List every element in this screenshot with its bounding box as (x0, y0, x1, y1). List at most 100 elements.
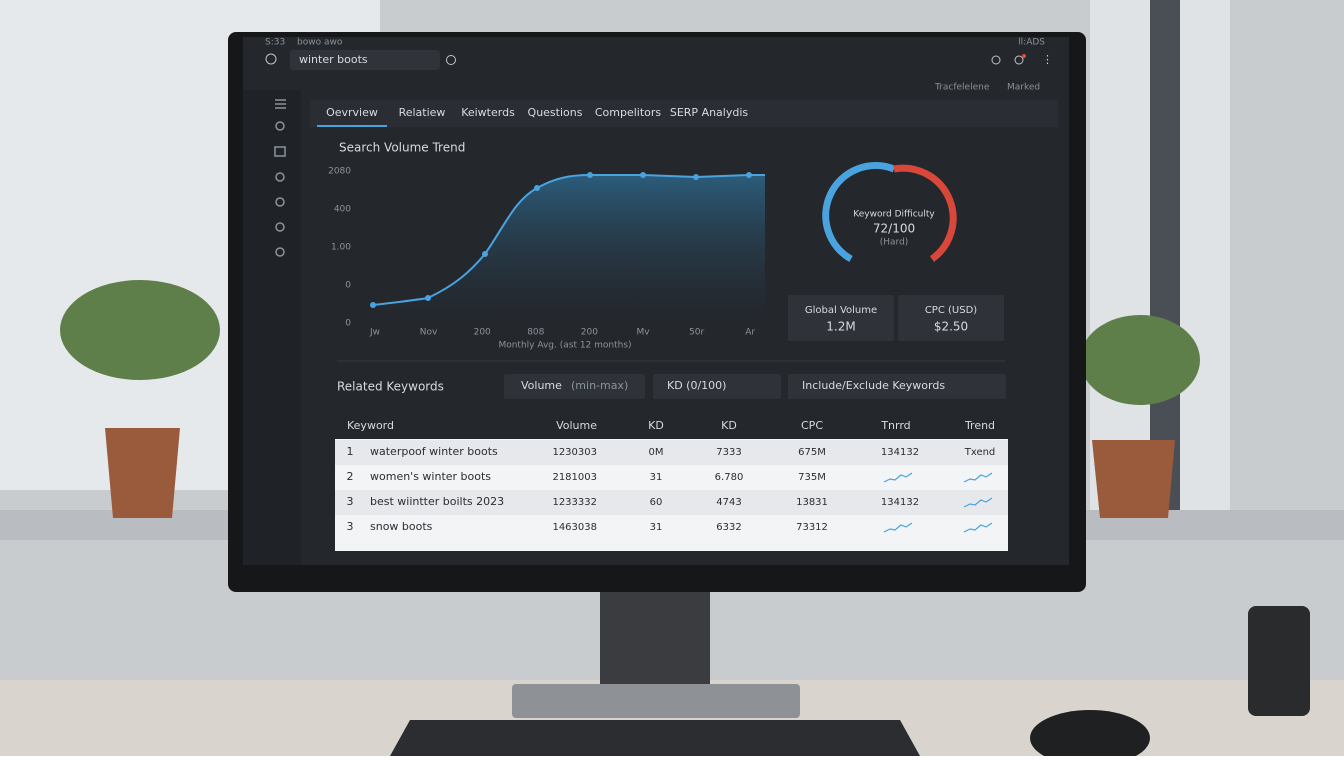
status-time: S:33 (265, 38, 285, 48)
toolbar-right[interactable]: Marked (1007, 83, 1040, 93)
tab[interactable]: SERP Analydis (670, 106, 749, 119)
row-band (335, 440, 1008, 465)
metric-label: CPC (USD) (925, 305, 977, 316)
sparkline (963, 522, 993, 533)
y-label: 0 (345, 319, 351, 329)
stand-base (512, 684, 800, 718)
column-header: Trend (964, 419, 995, 432)
cell: 6332 (716, 522, 741, 533)
chart-title: Search Volume Trend (339, 141, 465, 155)
tabs: Oevrview Relatiew Keiwterds Questions Compel… (326, 106, 748, 119)
y-label: 1.00 (331, 243, 351, 253)
notification-icon[interactable] (1014, 55, 1024, 65)
cell: 1230303 (552, 447, 597, 458)
gauge-score: 72/100 (873, 222, 915, 236)
cell: 4743 (716, 497, 741, 508)
sparkline (883, 472, 913, 483)
y-label: 400 (334, 205, 351, 215)
y-label: 0 (345, 281, 351, 291)
stand (600, 588, 710, 688)
x-label: Jw (369, 328, 380, 338)
pot (1092, 440, 1175, 518)
mouse (1030, 710, 1150, 760)
cell: 13831 (796, 497, 828, 508)
cell: 0M (649, 447, 664, 458)
cup (1248, 606, 1310, 716)
trend-area (373, 175, 765, 325)
metric-card (788, 295, 894, 341)
menu-icon[interactable]: ⋮ (1042, 53, 1053, 66)
sidebar-icons (274, 99, 286, 257)
cell: 134132 (881, 447, 919, 458)
column-header: Volume (556, 419, 597, 432)
plant (60, 280, 220, 380)
filter[interactable] (504, 374, 645, 399)
column-header: Keyword (347, 419, 394, 432)
tab[interactable]: Relatiew (399, 106, 446, 119)
trend-line (372, 174, 765, 306)
column-header: Tnrrd (880, 419, 910, 432)
y-labels: 2080 400 1.00 0 0 (328, 167, 351, 329)
badge (1022, 54, 1026, 58)
column-header: KD (721, 419, 737, 432)
cell: 675M (798, 447, 826, 458)
metric-card (898, 295, 1004, 341)
filter[interactable] (653, 374, 781, 399)
trend-points (370, 172, 752, 308)
y-label: 2080 (328, 167, 351, 177)
cell: best wiintter boilts 2023 (370, 495, 504, 508)
tab[interactable]: Keiwterds (461, 106, 515, 119)
cell: snow boots (370, 520, 433, 533)
metric-value: 1.2M (826, 320, 855, 334)
active-tab-underline (317, 125, 387, 127)
row-number: 1 (347, 445, 354, 458)
column-header: KD (648, 419, 664, 432)
x-label: Ar (745, 328, 755, 338)
cell: 7333 (716, 447, 741, 458)
filter-label[interactable]: (min-max) (571, 379, 628, 392)
section-title: Related Keywords (337, 380, 444, 394)
filter-label[interactable]: Volume (521, 379, 562, 392)
status-right: ll:ADS (1018, 38, 1045, 48)
filter-label[interactable]: KD (0/100) (667, 379, 726, 392)
x-label: 200 (474, 328, 491, 338)
tab-bar (310, 100, 1058, 127)
row-number: 2 (347, 470, 354, 483)
search-box[interactable] (290, 50, 440, 70)
search-icon[interactable] (265, 53, 277, 65)
cell: waterpoof winter boots (370, 445, 498, 458)
sparkline (963, 472, 993, 483)
cell: 6.780 (715, 472, 744, 483)
cell: 2181003 (552, 472, 597, 483)
filter-label[interactable]: Include/Exclude Keywords (802, 379, 945, 392)
search-button[interactable] (446, 55, 456, 65)
row-number: 3 (347, 520, 354, 533)
tab[interactable]: Compelitors (595, 106, 662, 119)
tab[interactable]: Oevrview (326, 106, 378, 119)
cell: 31 (650, 522, 663, 533)
sidebar (243, 90, 301, 565)
cell: 1463038 (552, 522, 597, 533)
search-query[interactable]: winter boots (299, 53, 368, 66)
x-label: 50r (689, 328, 704, 338)
metrics: Global Volume 1.2M CPC (USD) $2.50 (788, 295, 1004, 341)
gauge-label: Keyword Difficulty (853, 210, 935, 220)
cell: Txend (964, 447, 996, 458)
metric-label: Global Volume (805, 305, 877, 316)
keyboard (390, 720, 920, 756)
cell: 60 (650, 497, 663, 508)
cell: women's winter boots (370, 470, 491, 483)
status-carrier: bowo awo (297, 38, 343, 48)
chart-caption: Monthly Avg. (ast 12 months) (498, 341, 631, 351)
settings-icon[interactable] (991, 55, 1001, 65)
row-number: 3 (347, 495, 354, 508)
x-label: Mv (636, 328, 650, 338)
x-labels: Jw Nov 200 808 200 Mv 50r Ar (369, 328, 755, 338)
window-frame (1150, 0, 1180, 510)
filter[interactable] (788, 374, 1006, 399)
toolbar-left[interactable]: Tracfelelene (934, 83, 990, 93)
tab[interactable]: Questions (528, 106, 583, 119)
gauge-high (893, 164, 957, 262)
